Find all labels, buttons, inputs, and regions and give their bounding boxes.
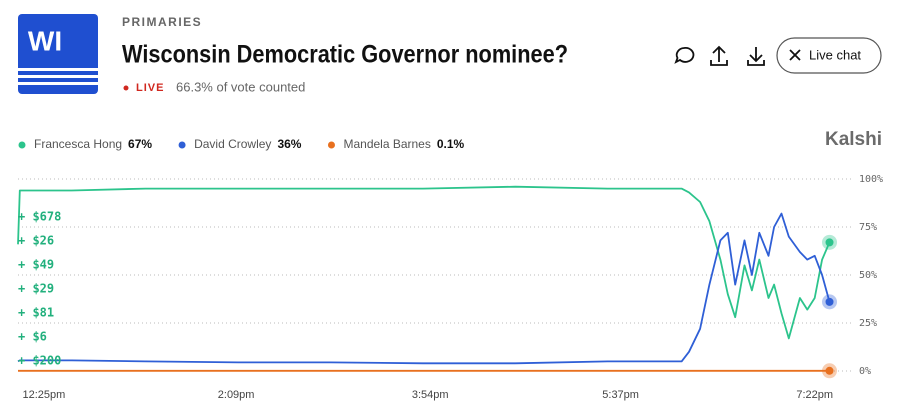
legend-dot [327,141,335,149]
end-point [825,297,834,306]
x-tick-label: 12:25pm [22,389,65,401]
legend-name: David Crowley [194,137,271,151]
x-tick-label: 7:22pm [796,389,833,401]
close-icon [789,49,801,61]
legend-value: 67% [128,137,152,151]
legend-value: 0.1% [437,137,465,151]
y-tick-label: 50% [859,270,877,281]
trade: + $200 [18,354,61,368]
button-outline [776,37,882,74]
x-tick-label: 5:37pm [602,389,639,401]
state-badge [18,14,98,94]
end-point [825,366,834,375]
button-label: Live chat [809,47,861,62]
title: Wisconsin Democratic Governor nominee? [122,41,568,69]
badge-stripe [18,75,98,78]
trade: + $81 [18,306,54,320]
y-tick-label: 100% [859,174,883,185]
comment-button[interactable] [674,47,695,64]
category: PRIMARIES [122,15,202,29]
download-button[interactable] [747,47,765,66]
trade: + $6 [18,330,47,344]
legend: Francesca Hong 67% David Crowley 36% Mandela… [18,137,465,151]
live-chat-button[interactable]: Live chat [776,37,882,74]
legend-value: 36% [277,137,301,151]
legend-dot [18,141,26,149]
series-line [17,212,831,365]
live: LIVE [136,82,164,94]
y-tick-label: 0% [859,366,871,377]
end-point [825,238,834,247]
series-line [17,185,831,340]
live-dot [123,85,129,91]
x-tick-label: 2:09pm [218,389,255,401]
trade: + $26 [18,234,54,248]
share-button[interactable] [710,45,728,66]
plot: 0% 25% 50% 75% 100% 12:25pm 2:09pm 3:54pm 5:37pm… [17,174,883,401]
trade: + $29 [18,282,54,296]
status: 66.3% of vote counted [176,79,305,94]
trade: + $678 [18,210,61,224]
legend-dot [178,141,186,149]
legend-name: Francesca Hong [34,137,122,151]
trade: + $49 [18,258,54,272]
badge-text: WI [28,25,62,56]
y-tick-label: 25% [859,318,877,329]
legend-name: Mandela Barnes [343,137,430,151]
badge-stripe [18,82,98,85]
badge-stripe [18,68,98,71]
brand: Kalshi [825,129,882,150]
x-tick-label: 3:54pm [412,389,449,401]
y-tick-label: 75% [859,222,877,233]
